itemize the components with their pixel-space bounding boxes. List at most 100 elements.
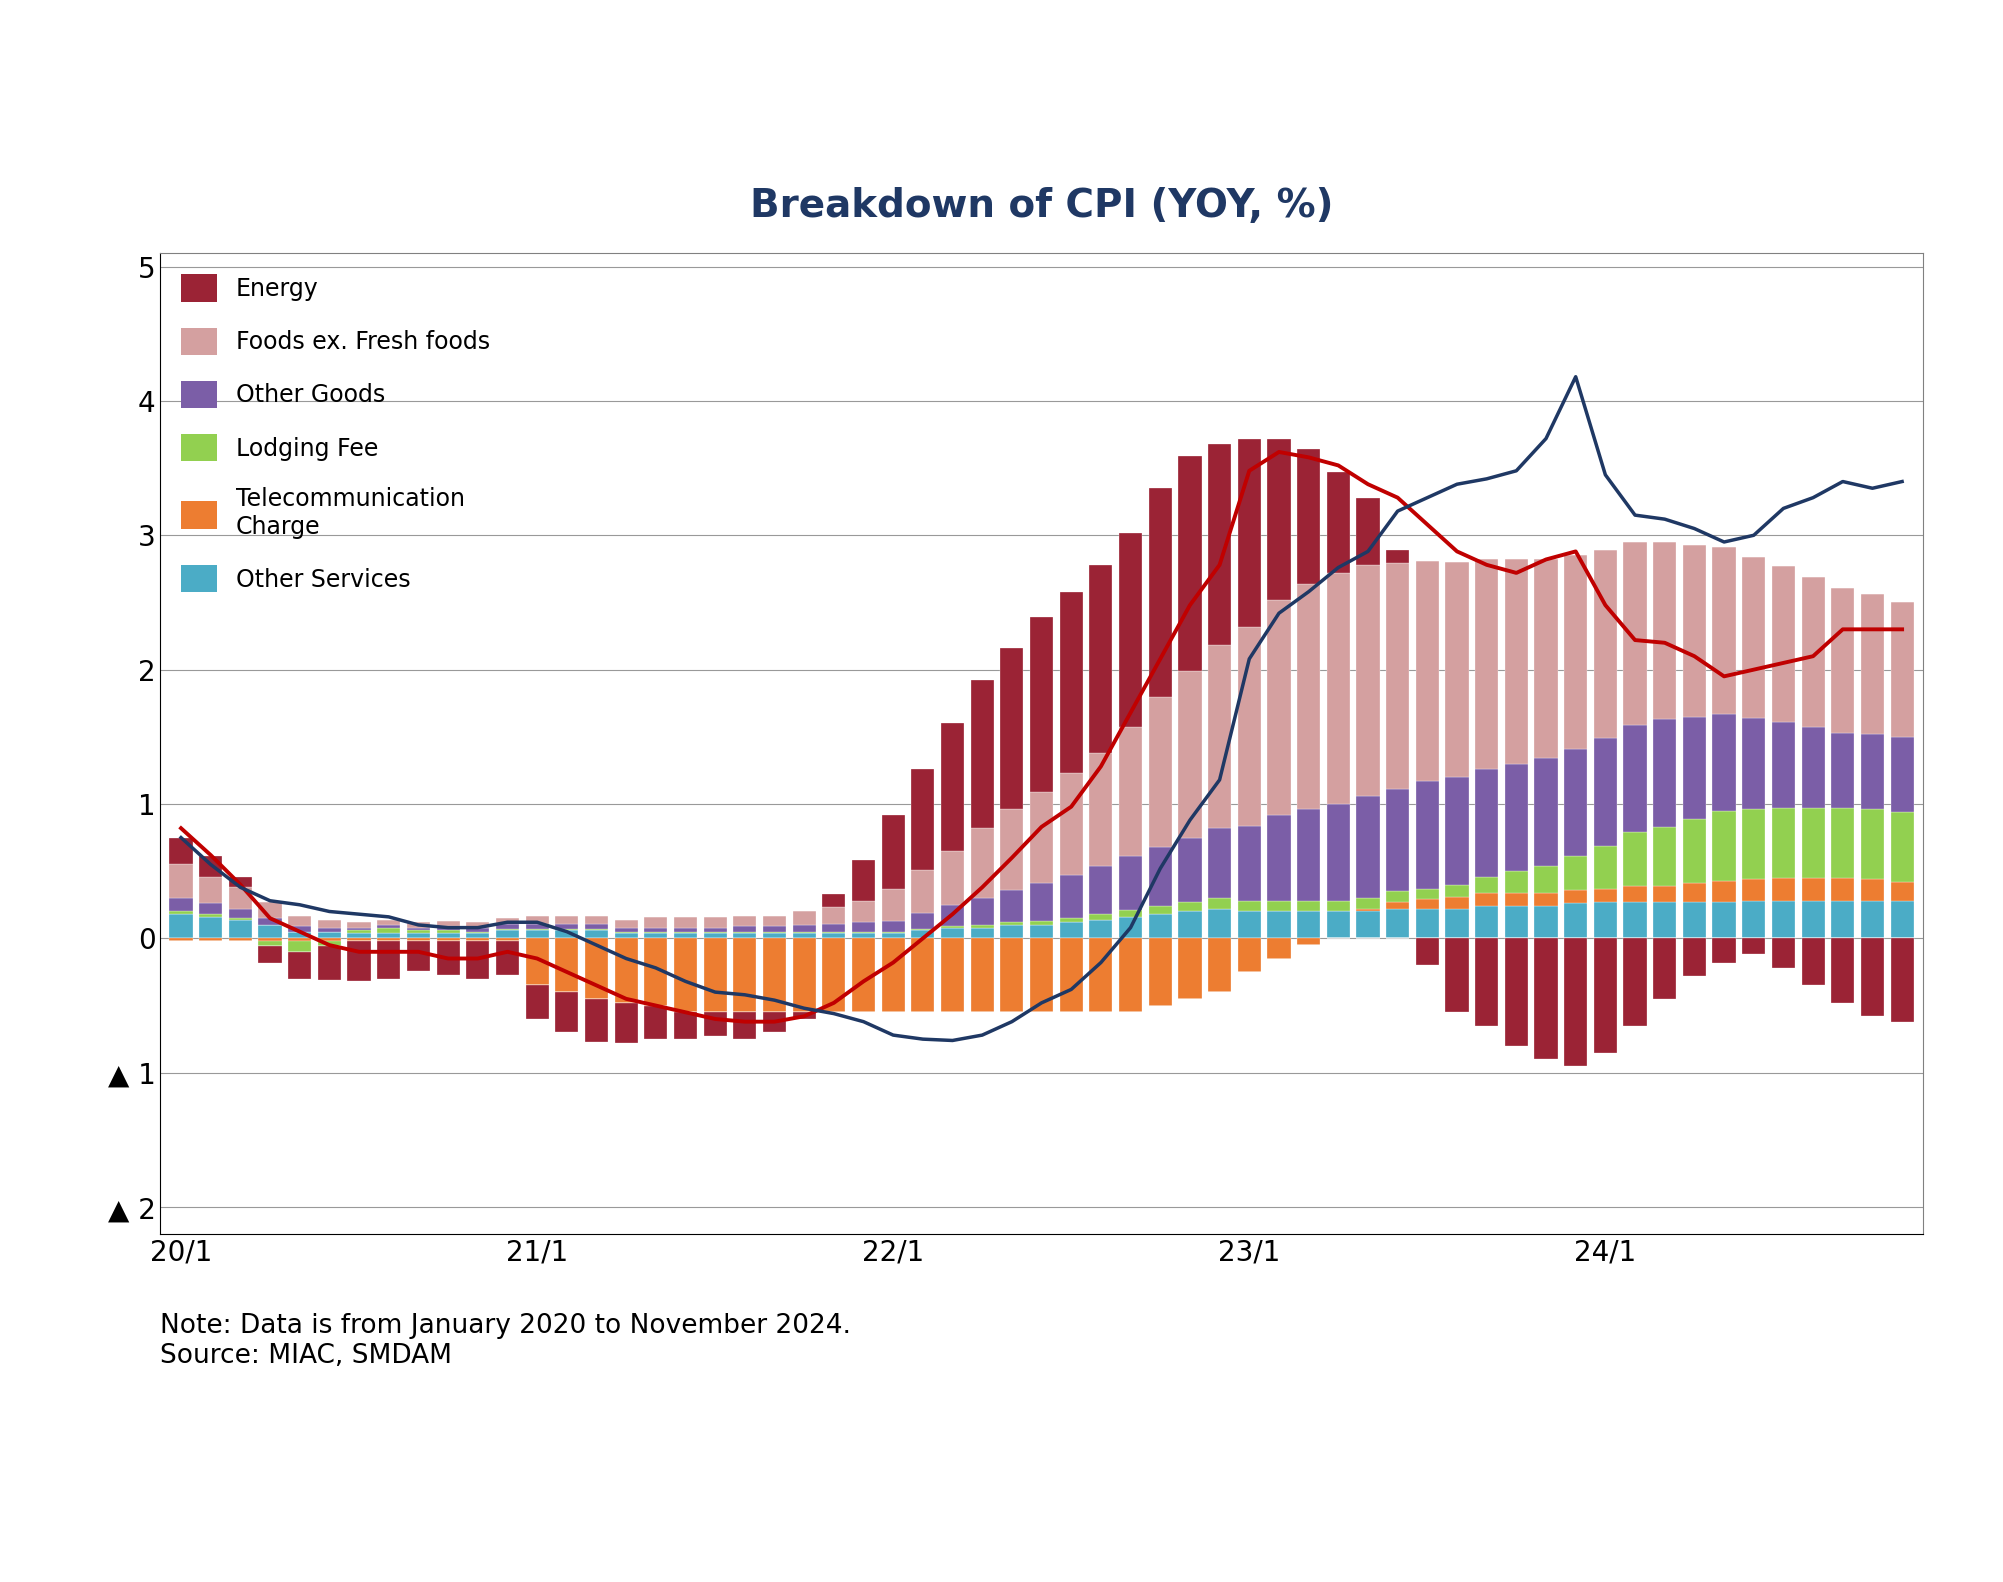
Bar (1594, 889, 1616, 902)
Bar (1238, 938, 1260, 971)
Bar (1386, 789, 1410, 891)
Bar (1030, 938, 1054, 1012)
Bar (1446, 562, 1468, 777)
Bar (318, 927, 341, 932)
Bar (971, 899, 993, 925)
Bar (1773, 878, 1795, 900)
Bar (377, 925, 401, 927)
Bar (1238, 911, 1260, 938)
Bar (1831, 732, 1855, 808)
Bar (1178, 837, 1202, 902)
Bar (1594, 551, 1616, 739)
Bar (347, 941, 371, 981)
Bar (198, 856, 222, 876)
Bar (615, 933, 637, 938)
Bar (1534, 865, 1558, 892)
Bar (703, 918, 727, 927)
Bar (645, 938, 667, 1006)
Bar (763, 933, 785, 938)
Bar (1060, 922, 1084, 938)
Bar (258, 918, 282, 925)
Bar (1891, 737, 1913, 812)
Bar (1416, 900, 1438, 908)
Bar (1861, 900, 1885, 938)
Bar (911, 870, 935, 913)
Bar (467, 927, 489, 932)
Bar (258, 902, 282, 918)
Bar (1356, 565, 1380, 796)
Bar (1773, 721, 1795, 808)
Bar (1534, 906, 1558, 938)
Bar (1831, 808, 1855, 878)
Bar (228, 888, 252, 908)
Bar (1446, 938, 1468, 1012)
Bar (318, 919, 341, 927)
Bar (1090, 919, 1112, 938)
Bar (377, 933, 401, 938)
Bar (1504, 872, 1528, 892)
Bar (1120, 856, 1142, 910)
Bar (1090, 565, 1112, 753)
Bar (733, 916, 757, 927)
Text: Note: Data is from January 2020 to November 2024.
Source: MIAC, SMDAM: Note: Data is from January 2020 to Novem… (160, 1313, 851, 1368)
Bar (407, 938, 431, 941)
Bar (585, 938, 609, 998)
Bar (1504, 560, 1528, 764)
Bar (497, 918, 519, 924)
Bar (1268, 438, 1290, 600)
Bar (1624, 938, 1646, 1025)
Bar (467, 933, 489, 938)
Bar (1090, 914, 1112, 919)
Bar (1652, 886, 1677, 902)
Bar (437, 933, 459, 938)
Legend: Energy, Foods ex. Fresh foods, Other Goods, Lodging Fee, Telecommunication
Charg: Energy, Foods ex. Fresh foods, Other Goo… (172, 264, 499, 601)
Bar (1861, 880, 1885, 900)
Bar (823, 908, 845, 924)
Bar (437, 930, 459, 933)
Bar (1268, 938, 1290, 959)
Bar (615, 938, 637, 1003)
Bar (1178, 938, 1202, 998)
Bar (1683, 819, 1707, 883)
Bar (585, 998, 609, 1043)
Bar (911, 930, 935, 938)
Bar (1831, 587, 1855, 732)
Bar (645, 1006, 667, 1039)
Bar (497, 941, 519, 975)
Bar (407, 930, 431, 933)
Bar (1801, 577, 1825, 728)
Bar (1773, 938, 1795, 968)
Bar (645, 927, 667, 932)
Bar (1090, 753, 1112, 865)
Bar (1178, 902, 1202, 911)
Bar (170, 837, 192, 864)
Bar (377, 919, 401, 925)
Bar (1060, 774, 1084, 875)
Bar (703, 938, 727, 1012)
Bar (318, 938, 341, 941)
Bar (228, 919, 252, 938)
Bar (1474, 892, 1498, 906)
Bar (1298, 584, 1320, 810)
Bar (851, 933, 875, 938)
Bar (673, 918, 697, 927)
Bar (497, 924, 519, 929)
Bar (1268, 600, 1290, 815)
Bar (1743, 810, 1765, 880)
Bar (1030, 925, 1054, 938)
Bar (1386, 902, 1410, 908)
Bar (1386, 908, 1410, 938)
Bar (881, 921, 905, 932)
Bar (851, 861, 875, 900)
Bar (1298, 911, 1320, 938)
Bar (1268, 900, 1290, 911)
Bar (881, 815, 905, 889)
Bar (585, 916, 609, 924)
Bar (703, 927, 727, 932)
Bar (1474, 560, 1498, 769)
Bar (555, 924, 579, 929)
Bar (170, 911, 192, 914)
Bar (1891, 881, 1913, 900)
Bar (793, 933, 815, 938)
Bar (1060, 875, 1084, 918)
